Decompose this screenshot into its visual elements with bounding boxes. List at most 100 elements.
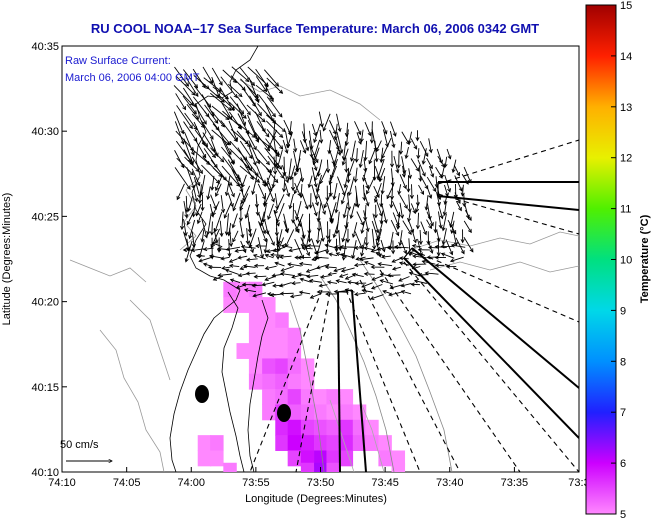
radar-site-marker bbox=[277, 404, 291, 422]
current-vector bbox=[315, 231, 320, 245]
current-vector bbox=[363, 246, 374, 251]
x-tick-label: 73:50 bbox=[307, 477, 335, 489]
current-vector bbox=[266, 129, 284, 150]
current-vector bbox=[380, 176, 386, 195]
sector-solid-7 bbox=[337, 291, 341, 472]
current-vector bbox=[272, 246, 286, 253]
current-vector bbox=[353, 167, 358, 183]
current-vector bbox=[415, 130, 420, 142]
current-vector bbox=[329, 210, 334, 225]
current-vector bbox=[364, 260, 374, 266]
current-vector bbox=[220, 195, 226, 214]
current-vector bbox=[301, 193, 309, 210]
current-vector bbox=[289, 294, 302, 299]
current-vector bbox=[297, 272, 310, 277]
current-vector bbox=[267, 203, 274, 220]
current-vector bbox=[345, 228, 350, 244]
current-vector bbox=[368, 148, 376, 165]
current-vector bbox=[253, 263, 265, 268]
sst-cell bbox=[300, 373, 315, 390]
current-vector bbox=[460, 184, 465, 197]
current-vector bbox=[200, 120, 214, 140]
current-vector bbox=[462, 193, 467, 208]
sst-cell bbox=[300, 462, 315, 472]
current-vector bbox=[426, 186, 433, 199]
current-vector bbox=[255, 201, 260, 217]
sst-cell bbox=[287, 419, 302, 436]
current-vector bbox=[188, 219, 196, 240]
current-vector bbox=[389, 121, 397, 137]
sst-cell bbox=[339, 404, 354, 421]
current-vector bbox=[333, 267, 346, 273]
current-vector bbox=[407, 168, 412, 180]
current-vector bbox=[314, 184, 320, 200]
current-vector bbox=[440, 252, 455, 259]
current-vector bbox=[399, 194, 408, 210]
current-vector bbox=[312, 202, 318, 217]
current-vector bbox=[176, 183, 185, 201]
current-vector bbox=[251, 175, 258, 196]
current-vector bbox=[209, 221, 215, 236]
current-vector bbox=[290, 177, 296, 192]
current-vector bbox=[397, 184, 402, 196]
current-vector bbox=[382, 289, 392, 295]
sst-cell bbox=[236, 281, 250, 298]
current-vector bbox=[354, 281, 367, 286]
sst-cell bbox=[262, 297, 276, 313]
current-vector bbox=[210, 175, 215, 191]
current-vector bbox=[299, 184, 304, 199]
sst-heatmap bbox=[197, 281, 406, 472]
sst-cell bbox=[300, 419, 315, 436]
current-vector bbox=[434, 263, 445, 268]
current-vector bbox=[221, 265, 231, 271]
current-vector bbox=[401, 165, 406, 178]
current-vector bbox=[313, 168, 321, 182]
current-vector bbox=[417, 247, 430, 252]
current-vector bbox=[332, 221, 339, 239]
current-vector bbox=[293, 138, 298, 153]
colorbar-ticks: 5 6 7 8 9 10 11 12 13 14 15 bbox=[611, 0, 632, 519]
sst-cell bbox=[197, 450, 212, 467]
current-vector bbox=[450, 243, 466, 248]
depth-contour-4 bbox=[409, 231, 579, 251]
current-vector bbox=[215, 176, 223, 192]
x-tick-label: 74:00 bbox=[178, 477, 206, 489]
current-vector bbox=[266, 114, 286, 133]
current-vector bbox=[195, 203, 202, 217]
current-vector bbox=[316, 201, 322, 223]
current-vector bbox=[335, 252, 347, 258]
current-vector bbox=[417, 159, 426, 177]
current-vector bbox=[191, 231, 196, 249]
annotation-line-1: Raw Surface Current: bbox=[65, 55, 171, 67]
current-vector bbox=[288, 121, 293, 136]
current-vector bbox=[201, 219, 209, 239]
sst-cell bbox=[391, 450, 406, 467]
sector-solid-9 bbox=[337, 289, 353, 293]
current-vector bbox=[264, 265, 277, 271]
current-vector bbox=[263, 69, 280, 87]
current-vector bbox=[426, 176, 437, 193]
current-vector bbox=[328, 165, 337, 186]
current-vector bbox=[238, 203, 243, 222]
current-vector bbox=[318, 283, 328, 288]
current-vector bbox=[256, 149, 270, 166]
x-axis: 74:10 74:05 74:00 73:55 73:50 73:45 73:40 73:35… bbox=[48, 467, 590, 489]
current-vector bbox=[391, 258, 401, 263]
current-vector bbox=[381, 203, 388, 224]
current-vector bbox=[288, 193, 294, 210]
current-vector bbox=[449, 211, 455, 229]
current-vector bbox=[398, 276, 410, 282]
current-vector bbox=[377, 262, 393, 267]
sst-cell bbox=[275, 343, 289, 359]
depth-contour-7 bbox=[129, 299, 171, 381]
current-vector bbox=[256, 165, 266, 188]
current-vector bbox=[393, 244, 409, 250]
current-vector bbox=[332, 182, 338, 201]
current-vector bbox=[334, 245, 347, 250]
current-vector bbox=[327, 229, 332, 244]
current-vector bbox=[396, 150, 401, 169]
current-vector bbox=[200, 229, 205, 243]
current-vector bbox=[375, 251, 385, 257]
current-vector bbox=[229, 96, 245, 115]
current-vector bbox=[317, 211, 322, 232]
